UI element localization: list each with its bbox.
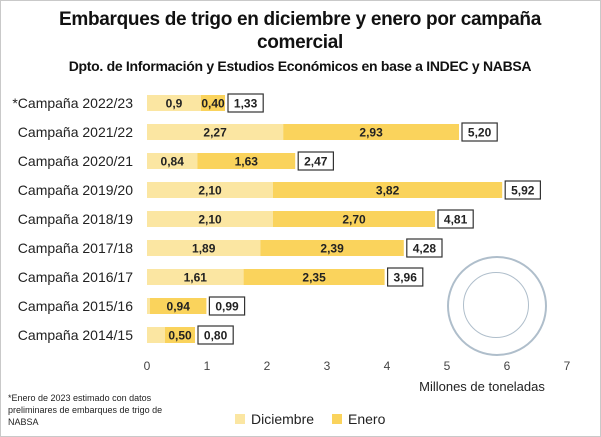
total-label-box [461,122,498,142]
bar-segment-enero [197,153,296,169]
data-label: 1,89 [192,242,216,256]
total-label: 0,80 [204,329,228,343]
category-label: Campaña 2019/20 [18,182,133,198]
data-label: 2,10 [198,213,222,227]
bar-segment-enero [243,269,385,285]
category-label: *Campaña 2022/23 [12,95,133,111]
bar-segment-diciembre [147,153,198,169]
bar-segment-diciembre [147,269,244,285]
category-label: Campaña 2014/15 [18,327,133,343]
x-tick-label: 0 [144,359,151,373]
category-label: Campaña 2016/17 [18,269,133,285]
data-label: 0,9 [166,97,183,111]
total-label-box [406,238,443,258]
bar-segment-diciembre [147,95,201,111]
legend-label-diciembre: Diciembre [251,411,315,427]
data-label: 2,70 [342,213,366,227]
bar-segment-diciembre [147,182,273,198]
data-label: 0,50 [168,329,192,343]
total-label: 2,47 [304,155,328,169]
data-label: 0,94 [167,300,191,314]
legend-item-diciembre: Diciembre [235,411,314,427]
bar-segment-enero [273,211,435,227]
x-tick-label: 1 [204,359,211,373]
total-label-box [297,151,335,171]
data-label: 1,61 [184,271,208,285]
legend-swatch-enero [332,414,343,424]
bar-segment-enero [201,95,225,111]
category-label: Campaña 2021/22 [18,124,133,140]
x-tick-label: 3 [324,359,331,373]
total-label: 1,33 [234,97,258,111]
total-label: 4,28 [413,242,437,256]
legend-item-enero: Enero [332,411,385,427]
data-label: 2,39 [320,242,344,256]
bar-segment-enero [165,327,195,343]
total-label: 3,96 [394,271,418,285]
bolsa-comercio-rosario-seal-logo [447,256,547,356]
x-tick-label: 2 [264,359,271,373]
data-label: 2,93 [359,126,383,140]
data-label: 0,84 [161,155,185,169]
x-tick-label: 4 [384,359,391,373]
total-label-box [227,93,264,113]
x-axis-label: Millones de toneladas [419,379,545,394]
total-label-box [208,296,246,316]
bar-segment-enero [273,182,503,198]
total-label-box [197,325,234,345]
data-label: 3,82 [376,184,400,198]
bar-segment-diciembre [147,211,273,227]
chart-subtitle: Dpto. de Información y Estudios Económic… [68,58,532,74]
bar-segment-diciembre [147,240,261,256]
total-label: 5,92 [511,184,535,198]
bar-segment-enero [283,124,459,140]
bar-segment-diciembre [147,327,165,343]
legend-label-enero: Enero [348,411,386,427]
total-label-box [387,267,424,287]
legend: Diciembre Enero [235,411,403,427]
total-label-box [504,180,542,200]
footnote: *Enero de 2023 estimado con datos prelim… [8,393,163,427]
data-label: 2,35 [302,271,326,285]
category-label: Campaña 2018/19 [18,211,133,227]
total-label: 4,81 [444,213,468,227]
category-label: Campaña 2015/16 [18,298,133,314]
bar-segment-diciembre [147,298,150,314]
data-label: 2,27 [203,126,227,140]
legend-swatch-diciembre [235,414,245,424]
data-label: 0,40 [201,97,225,111]
bar-segment-enero [150,298,207,314]
bar-segment-diciembre [147,124,284,140]
chart-title: Embarques de trigo en diciembre y enero … [58,9,541,53]
category-label: Campaña 2017/18 [18,240,133,256]
data-label: 1,63 [235,155,259,169]
total-label: 5,20 [468,126,492,140]
x-tick-label: 5 [444,359,451,373]
bar-segment-enero [260,240,404,256]
x-tick-label: 7 [564,359,571,373]
total-label-box [437,209,474,229]
data-label: 2,10 [198,184,222,198]
x-tick-label: 6 [504,359,511,373]
category-label: Campaña 2020/21 [18,153,133,169]
total-label: 0,99 [215,300,239,314]
